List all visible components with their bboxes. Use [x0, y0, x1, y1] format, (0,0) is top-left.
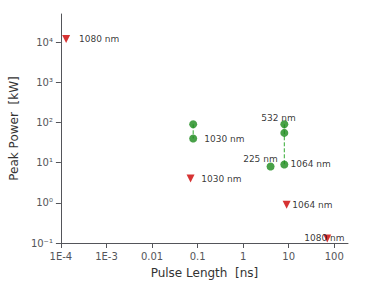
svg-text:10⁻¹: 10⁻¹: [31, 238, 53, 249]
svg-text:10: 10: [282, 251, 295, 262]
svg-text:1064 nm: 1064 nm: [291, 159, 331, 169]
svg-text:100: 100: [325, 251, 344, 262]
svg-text:225 nm: 225 nm: [243, 154, 278, 164]
svg-text:1080 nm: 1080 nm: [304, 233, 344, 243]
svg-text:10²: 10²: [36, 117, 53, 128]
svg-text:1E-4: 1E-4: [50, 251, 73, 262]
svg-text:10⁴: 10⁴: [36, 37, 53, 48]
svg-text:Pulse Length [ns]: Pulse Length [ns]: [151, 266, 259, 280]
svg-text:Peak Power [kW]: Peak Power [kW]: [7, 76, 21, 180]
svg-text:10⁰: 10⁰: [36, 197, 53, 208]
svg-text:0.01: 0.01: [141, 251, 163, 262]
svg-text:1064 nm: 1064 nm: [292, 200, 332, 210]
svg-text:532 nm: 532 nm: [261, 113, 296, 123]
svg-text:10³: 10³: [36, 77, 53, 88]
svg-text:1030 nm: 1030 nm: [204, 134, 244, 144]
svg-text:0.1: 0.1: [190, 251, 206, 262]
svg-text:1E-3: 1E-3: [95, 251, 118, 262]
svg-text:1080 nm: 1080 nm: [79, 34, 119, 44]
svg-text:10¹: 10¹: [36, 157, 53, 168]
svg-text:1: 1: [240, 251, 246, 262]
svg-text:1030 nm: 1030 nm: [201, 174, 241, 184]
